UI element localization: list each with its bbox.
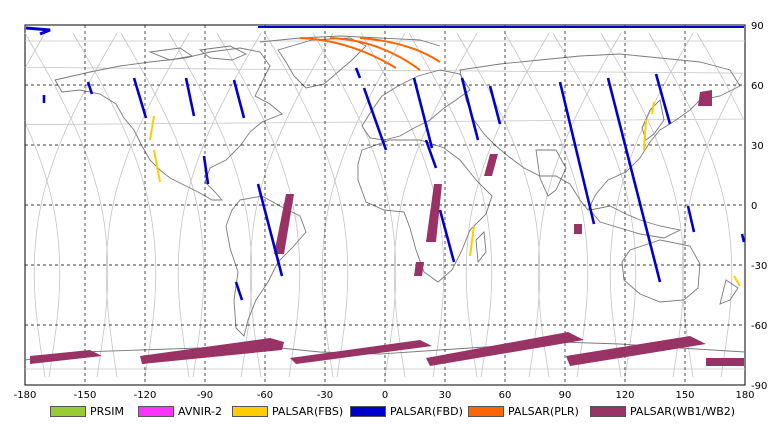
orbit-track <box>408 32 493 378</box>
x-tick-label: -150 <box>74 390 97 400</box>
world-map: -180 -150 -120 -90 -60 -30 0 30 60 90 120 150 180 90… <box>14 21 768 400</box>
orbit-track <box>456 32 541 378</box>
legend-swatch <box>350 405 386 417</box>
legend-item: PRSIM <box>50 403 124 419</box>
orbit-track <box>249 32 334 378</box>
legend: PRSIM AVNIR-2 PALSAR(FBS) PALSAR(FBD) PALSAR… <box>0 400 770 424</box>
orbit-track <box>648 32 733 378</box>
x-tick-label: 150 <box>675 390 694 400</box>
orbit-track <box>25 32 744 378</box>
x-tick-labels: -180 -150 -120 -90 -60 -30 0 30 60 90 120 150 180 <box>14 390 755 400</box>
y-tick-label: -30 <box>751 261 767 272</box>
x-tick-label: -180 <box>14 390 37 400</box>
y-tick-labels: 90 60 30 0 -30 -60 -90 <box>751 21 767 392</box>
legend-item: PALSAR(FBD) <box>350 403 463 419</box>
palsar-wb-swaths <box>30 90 744 366</box>
coastlines <box>24 35 746 361</box>
orbit-track <box>105 32 190 378</box>
legend-label: PALSAR(WB1/WB2) <box>630 404 736 418</box>
orbit-track <box>537 32 622 378</box>
legend-label: AVNIR-2 <box>178 404 222 418</box>
y-tick-label: 60 <box>751 81 764 92</box>
x-tick-label: -30 <box>317 390 333 400</box>
legend-label: PALSAR(FBD) <box>390 404 463 418</box>
legend-label: PALSAR(FBS) <box>272 404 344 418</box>
x-tick-label: 30 <box>439 390 452 400</box>
legend-swatch <box>468 405 504 417</box>
orbit-track <box>216 32 301 378</box>
legend-item: PALSAR(FBS) <box>232 403 343 419</box>
x-tick-label: 0 <box>382 390 388 400</box>
x-tick-label: 60 <box>499 390 512 400</box>
palsar-plr-swaths <box>299 37 441 71</box>
x-tick-label: -120 <box>134 390 157 400</box>
y-tick-label: 90 <box>751 21 764 32</box>
orbit-track <box>72 32 157 378</box>
y-tick-label: -90 <box>751 381 767 392</box>
orbit-track <box>264 32 349 378</box>
legend-item: AVNIR-2 <box>138 403 222 419</box>
orbit-track <box>177 32 262 378</box>
orbit-track <box>552 32 637 378</box>
legend-swatch <box>138 405 174 417</box>
orbit-track <box>24 32 109 378</box>
legend-item: PALSAR(PLR) <box>468 403 579 419</box>
orbit-track <box>393 32 478 378</box>
x-tick-label: -90 <box>197 390 213 400</box>
legend-label: PALSAR(PLR) <box>508 404 579 418</box>
orbit-track <box>465 32 550 378</box>
y-tick-label: 30 <box>751 141 764 152</box>
orbit-track <box>120 32 205 378</box>
legend-swatch <box>232 405 268 417</box>
x-tick-label: 90 <box>559 390 572 400</box>
x-tick-label: -60 <box>257 390 273 400</box>
legend-swatch <box>50 405 86 417</box>
palsar-fbs-swaths <box>149 101 741 287</box>
legend-item: PALSAR(WB1/WB2) <box>590 403 735 419</box>
orbit-track <box>312 32 397 378</box>
x-tick-label: 120 <box>615 390 634 400</box>
orbit-track <box>168 32 253 378</box>
orbit-track <box>33 32 118 378</box>
palsar-fbd-swaths <box>25 26 746 301</box>
y-tick-label: -60 <box>751 321 767 332</box>
orbit-track <box>600 32 685 378</box>
x-tick-label: 180 <box>735 390 754 400</box>
legend-label: PRSIM <box>90 404 124 418</box>
y-tick-label: 0 <box>751 201 757 212</box>
legend-swatch <box>590 405 626 417</box>
orbit-track <box>504 32 589 378</box>
